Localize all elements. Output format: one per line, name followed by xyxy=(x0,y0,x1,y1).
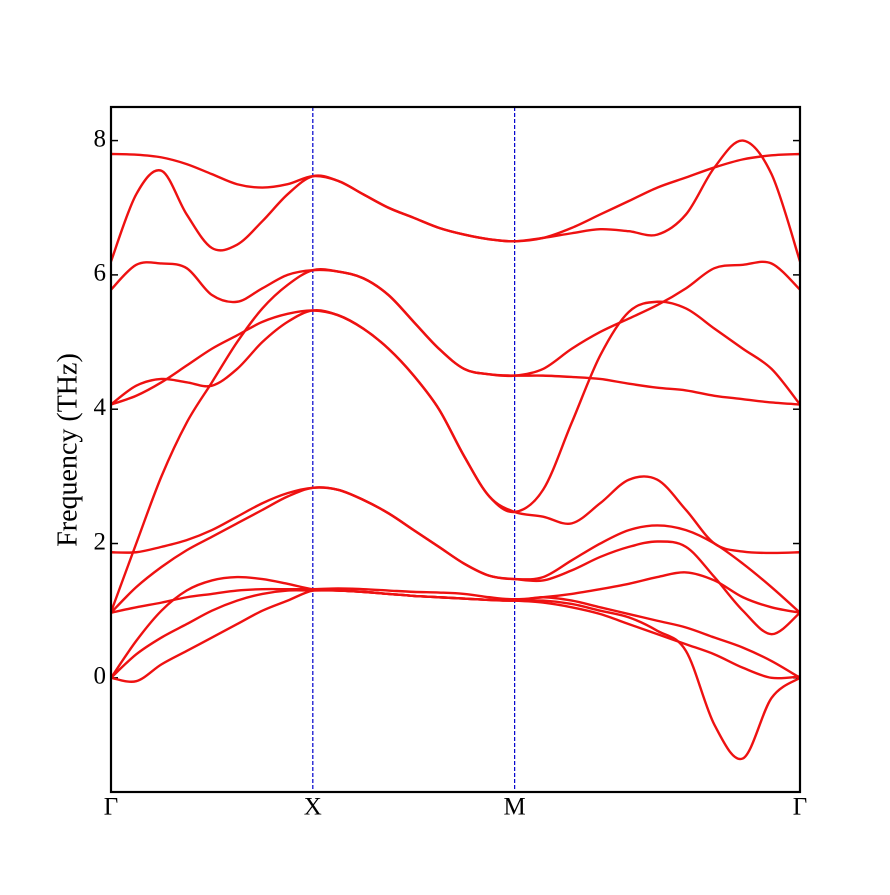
band-line xyxy=(110,575,801,761)
y-tick-label: 2 xyxy=(94,528,107,555)
y-tick-label: 6 xyxy=(94,260,107,287)
x-tick-label: Γ xyxy=(793,794,807,821)
x-tick-label: M xyxy=(504,794,526,821)
band-line xyxy=(110,260,801,378)
band-line xyxy=(110,486,801,636)
band-line xyxy=(110,588,801,683)
y-tick-label: 4 xyxy=(94,394,107,421)
plot-frame xyxy=(109,105,802,794)
y-tick-label: 8 xyxy=(94,125,107,152)
band-line xyxy=(110,589,801,680)
band-line xyxy=(109,139,802,262)
x-tick-label: X xyxy=(304,794,322,821)
band-line xyxy=(110,571,801,614)
band-line xyxy=(110,309,801,555)
x-tick-label: Γ xyxy=(104,794,118,821)
y-tick-label: 0 xyxy=(94,663,107,690)
band-line xyxy=(110,300,801,514)
y-axis-label: Frequency (THz) xyxy=(52,353,83,547)
band-line xyxy=(109,268,801,613)
